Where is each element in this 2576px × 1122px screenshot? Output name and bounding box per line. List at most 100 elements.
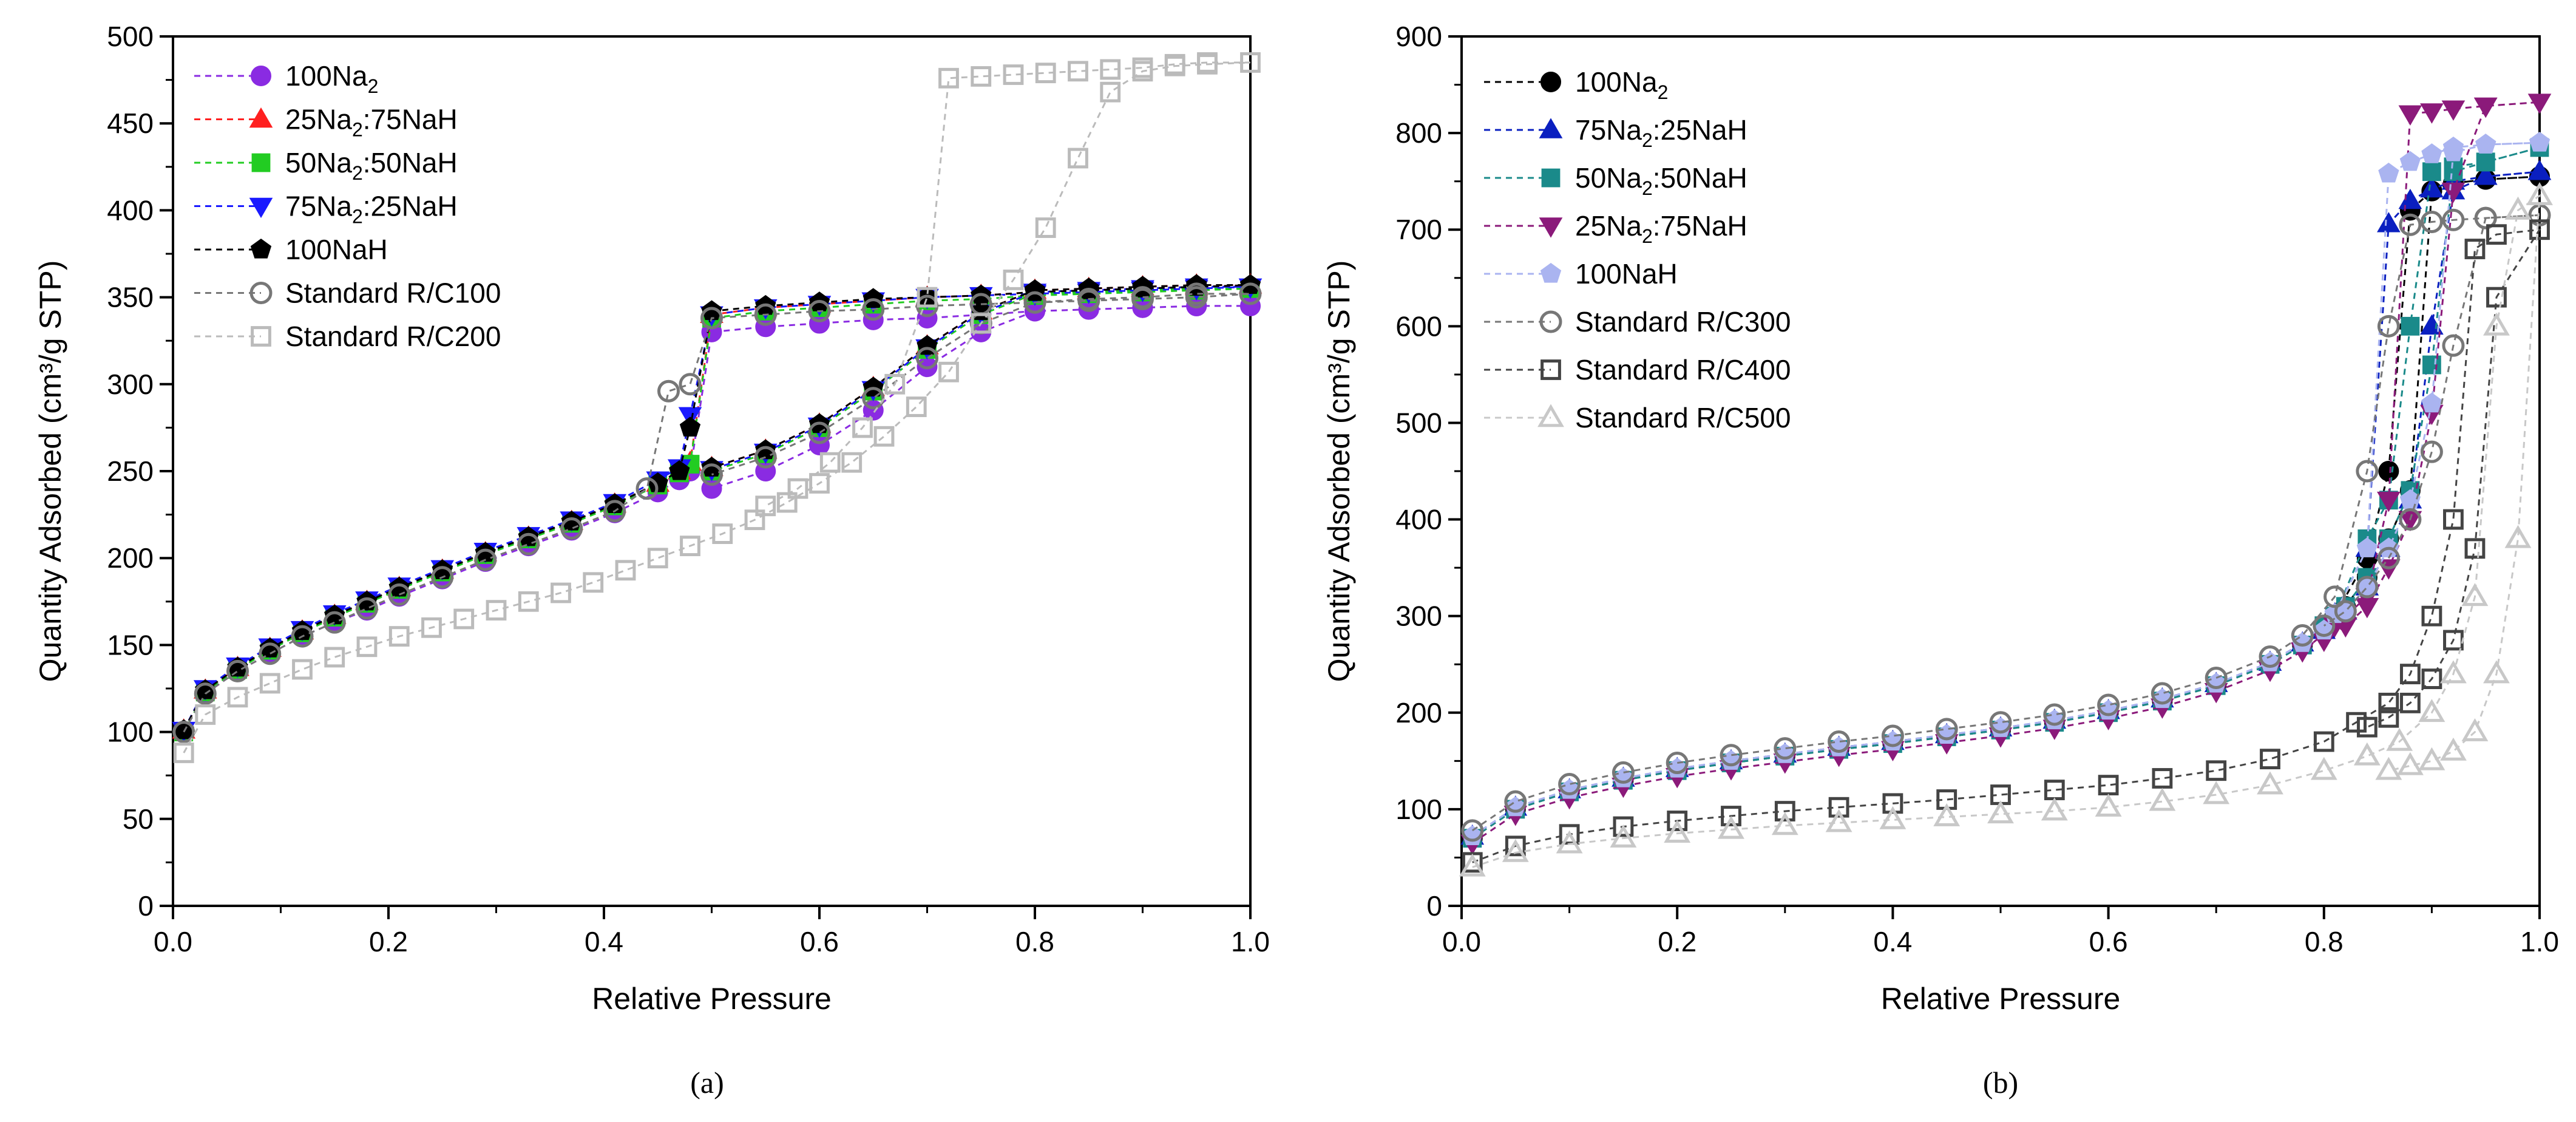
data-point (1720, 744, 1743, 767)
data-point (173, 743, 194, 763)
data-point (2377, 212, 2401, 233)
data-point (2420, 103, 2444, 124)
data-point (2377, 546, 2400, 570)
data-point (2443, 509, 2464, 530)
y-tick-label: 350 (107, 282, 154, 313)
series-0 (173, 295, 1261, 743)
data-point (754, 303, 777, 326)
x-tick-label: 0.4 (1873, 926, 1912, 957)
data-point (938, 67, 959, 89)
data-point (852, 417, 873, 438)
y-tick-label: 50 (123, 803, 154, 835)
series-line (1471, 141, 2540, 837)
data-point (517, 532, 540, 556)
legend-marker (1540, 262, 1562, 283)
data-point (2310, 756, 2337, 780)
data-point (2346, 712, 2367, 733)
data-point (2473, 165, 2498, 185)
legend-marker (1541, 359, 1561, 380)
x-tick-label: 1.0 (1231, 926, 1270, 957)
data-point (862, 387, 885, 410)
data-point (2386, 727, 2413, 751)
data-point (2418, 699, 2446, 722)
data-point (1933, 803, 1961, 826)
data-point (808, 421, 831, 444)
data-point (1100, 59, 1121, 80)
legend-label: 100Na2 (285, 60, 378, 97)
panel-caption: (a) (690, 1066, 724, 1100)
data-point (2313, 614, 2336, 638)
data-point (2355, 597, 2379, 619)
data-point (679, 416, 701, 437)
data-point (636, 477, 659, 500)
data-point (1077, 287, 1100, 310)
data-point (700, 463, 723, 486)
legend-label: 25Na2:75NaH (1575, 210, 1747, 247)
legend-label: 75Na2:25NaH (1575, 114, 1747, 151)
y-tick-label: 300 (107, 369, 154, 400)
legend-subscript: 2 (352, 119, 363, 141)
data-point (1935, 718, 1958, 741)
data-point (754, 446, 777, 469)
legend-label: Standard R/C300 (1575, 306, 1791, 338)
data-point (2356, 576, 2379, 599)
data-point (2473, 97, 2498, 118)
x-tick-label: 0.4 (585, 926, 623, 957)
data-point (916, 347, 938, 370)
data-point (971, 313, 992, 334)
data-point (755, 495, 776, 517)
legend-label: 50Na2:50NaH (1575, 162, 1747, 199)
x-tick-label: 0.0 (154, 926, 192, 957)
data-point (388, 626, 410, 647)
legend-subscript: 2 (1658, 81, 1669, 103)
data-point (2323, 585, 2347, 608)
data-point (1505, 835, 1526, 857)
legend-subscript: 2 (1642, 177, 1653, 199)
y-tick-label: 200 (1395, 697, 1442, 729)
data-point (647, 548, 668, 569)
data-point (2441, 100, 2466, 121)
data-point (475, 542, 496, 562)
data-point (2421, 605, 2442, 627)
legend-label: Standard R/C400 (1575, 354, 1791, 386)
data-point (259, 642, 282, 665)
data-point (669, 460, 690, 480)
data-point (2313, 731, 2334, 752)
data-point (2399, 213, 2422, 236)
data-point (2378, 692, 2399, 713)
data-point (1825, 809, 1852, 832)
data-point (324, 604, 345, 625)
data-point (971, 66, 992, 87)
data-point (1003, 270, 1024, 290)
data-point (1461, 819, 1484, 842)
y-tick-label: 700 (1395, 214, 1442, 245)
y-tick-label: 150 (107, 629, 154, 661)
data-point (2464, 239, 2486, 259)
data-point (2529, 219, 2550, 240)
data-point (884, 373, 906, 395)
series-line (1472, 194, 2541, 868)
data-point (1610, 824, 1637, 848)
data-point (2421, 392, 2442, 413)
legend-suffix: :75NaH (1653, 210, 1747, 242)
data-point (2041, 797, 2068, 821)
data-point (1718, 815, 1744, 839)
legend: 100Na2 25Na2:75NaH 50Na2:50NaH 75Na2:25NaH 1… (194, 60, 501, 352)
data-point (2475, 134, 2496, 154)
legend-suffix: :50NaH (363, 147, 458, 178)
data-point (2152, 768, 2173, 789)
data-point (1003, 64, 1024, 85)
data-point (2356, 716, 2378, 738)
y-tick-label: 0 (138, 890, 154, 922)
series-5 (172, 282, 1262, 744)
data-point (2334, 600, 2357, 623)
y-axis-title: Quantity Adsorbed (cm³/g STP) (1322, 260, 1356, 682)
y-tick-label: 400 (1395, 504, 1442, 536)
legend-marker (1539, 217, 1563, 238)
data-point (841, 452, 863, 473)
data-point (2398, 105, 2422, 126)
data-point (809, 473, 830, 494)
data-point (2461, 718, 2489, 741)
data-point (227, 687, 248, 708)
data-point (701, 457, 722, 477)
